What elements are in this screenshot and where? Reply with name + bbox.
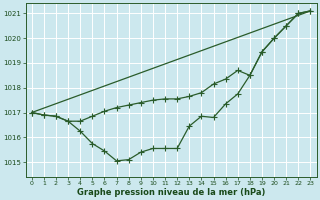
X-axis label: Graphe pression niveau de la mer (hPa): Graphe pression niveau de la mer (hPa) (77, 188, 265, 197)
